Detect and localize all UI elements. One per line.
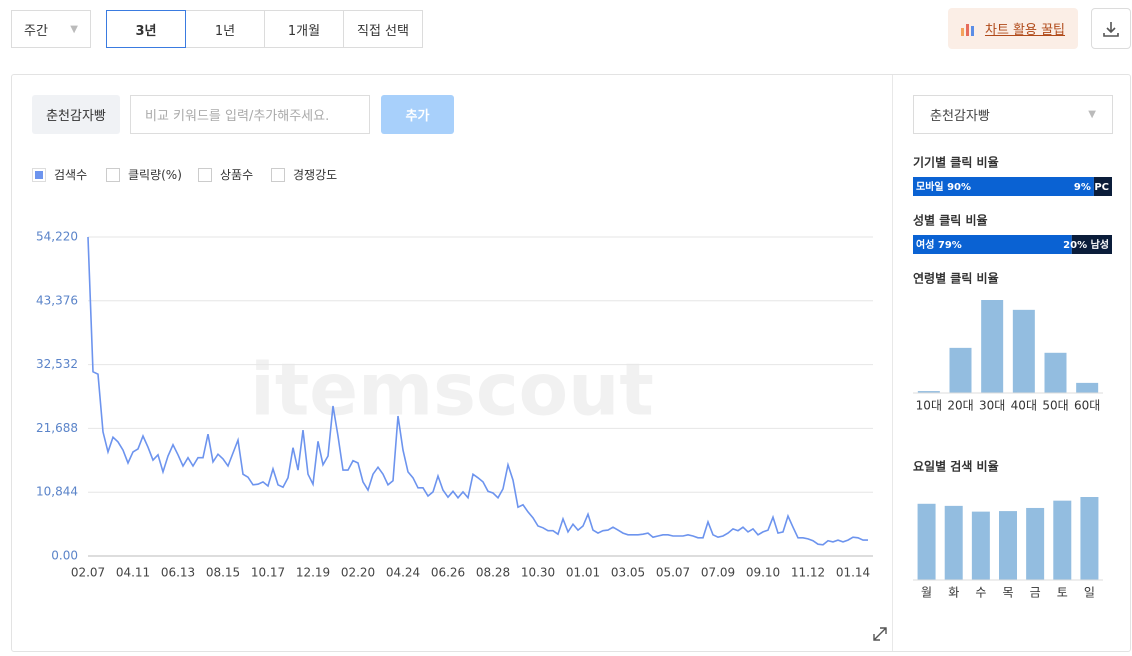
x-tick-label: 01.14 [836,566,870,580]
metric-label: 상품수 [220,168,254,182]
ratio-label: 20% 남성 [1063,238,1109,251]
keyword-input[interactable]: 비교 키워드를 입력/추가해주세요. [130,95,370,134]
x-tick-label: 20대 [947,399,973,413]
y-tick-label: 10,844 [36,485,78,499]
x-tick-label: 08.15 [206,566,240,580]
tab[interactable]: 1년 [185,10,265,48]
x-tick-label: 04.24 [386,566,420,580]
ratio-label: 여성 79% [916,238,962,251]
x-tick-label: 60대 [1074,399,1100,413]
x-tick-label: 06.13 [161,566,195,580]
bar [971,511,990,580]
x-tick-label: 화 [948,586,959,600]
x-tick-label: 08.28 [476,566,510,580]
x-tick-label: 30대 [979,399,1005,413]
ratio-segment [1093,177,1112,196]
watermark: itemscout [250,348,654,432]
x-tick-label: 월 [921,586,932,600]
bar [999,511,1017,580]
metric-option[interactable]: 상품수 [198,166,253,183]
x-tick-label: 일 [1084,586,1095,600]
bar [1026,507,1045,580]
x-tick-label: 07.09 [701,566,735,580]
x-tick-label: 04.11 [116,566,150,580]
side-title: 요일별 검색 비율 [913,459,999,474]
tab[interactable]: 직접 선택 [343,10,423,48]
x-tick-label: 금 [1030,586,1041,600]
checkbox [106,167,120,182]
ratio-segment [913,235,1072,254]
bar [1044,352,1067,393]
ratio-segment [913,177,1094,196]
tips-text: 차트 활용 꿀팁 [984,23,1066,38]
bar [1053,500,1072,580]
metric-option[interactable]: 클릭량(%) [106,166,182,183]
download-button[interactable] [1091,8,1131,49]
ratio-segment [1071,235,1112,254]
side-keyword-select[interactable]: 춘천감자빵 ▼ [913,95,1113,134]
tab[interactable]: 1개월 [264,10,344,48]
side-keyword-text: 춘천감자빵 [930,109,990,124]
x-tick-label: 12.19 [296,566,330,580]
period-select[interactable]: 주간 ▼ [11,10,91,48]
bar [917,503,936,580]
x-tick-label: 목 [1002,586,1013,600]
bar [1012,309,1035,393]
x-tick-label: 10.30 [521,566,555,580]
metric-option[interactable]: 경쟁강도 [271,166,337,183]
data-line [87,236,868,546]
x-tick-label: 10.17 [251,566,285,580]
y-tick-label: 43,376 [36,293,78,307]
bar [1080,497,1099,580]
bar [917,391,940,393]
x-tick-label: 05.07 [656,566,690,580]
x-tick-label: 01.01 [566,566,600,580]
x-tick-label: 10대 [916,399,942,413]
checkbox-checked [32,167,46,182]
metric-label: 검색수 [54,168,88,182]
divider [892,75,893,651]
caret: ▼ [1088,109,1096,120]
x-tick-label: 09.10 [746,566,780,580]
side-title: 성별 클릭 비율 [913,213,988,228]
keyword-chip: 춘천감자빵 [32,95,120,134]
ratio-label: 9% PC [1074,182,1109,193]
download-icon [1103,21,1119,37]
period-select-text: 주간 [24,23,48,39]
main-panel [11,74,1131,652]
x-tick-label: 02.07 [71,566,105,580]
y-tick-label: 32,532 [36,357,78,371]
expand-icon[interactable] [873,627,887,641]
x-tick-label: 11.12 [791,566,825,580]
y-tick-label: 21,688 [36,421,78,435]
x-tick-label: 수 [975,586,986,600]
checkbox [198,167,212,182]
metric-option[interactable]: 검색수 [32,166,87,183]
metric-label: 경쟁강도 [293,168,338,182]
add-button[interactable]: 추가 [381,95,454,134]
x-tick-label: 40대 [1011,399,1037,413]
x-tick-label: 50대 [1042,399,1068,413]
bar [944,505,963,580]
bar [949,347,972,393]
x-tick-label: 토 [1057,586,1068,600]
x-tick-label: 06.26 [431,566,465,580]
x-tick-label: 03.05 [611,566,645,580]
tips-button[interactable]: 차트 활용 꿀팁 [948,8,1078,49]
checkbox [271,167,285,182]
y-tick-label: 54,220 [36,230,78,244]
tab-active[interactable]: 3년 [106,10,186,48]
caret: ▼ [70,23,78,35]
side-title: 기기별 클릭 비율 [913,155,999,170]
tips-icon [960,23,974,36]
y-tick-label: 0.00 [51,549,78,563]
side-title: 연령별 클릭 비율 [913,271,999,286]
bar [981,300,1004,393]
ratio-label: 모바일 90% [916,180,971,193]
x-tick-label: 02.20 [341,566,375,580]
bar [1076,382,1099,393]
metric-label: 클릭량(%) [128,168,182,182]
